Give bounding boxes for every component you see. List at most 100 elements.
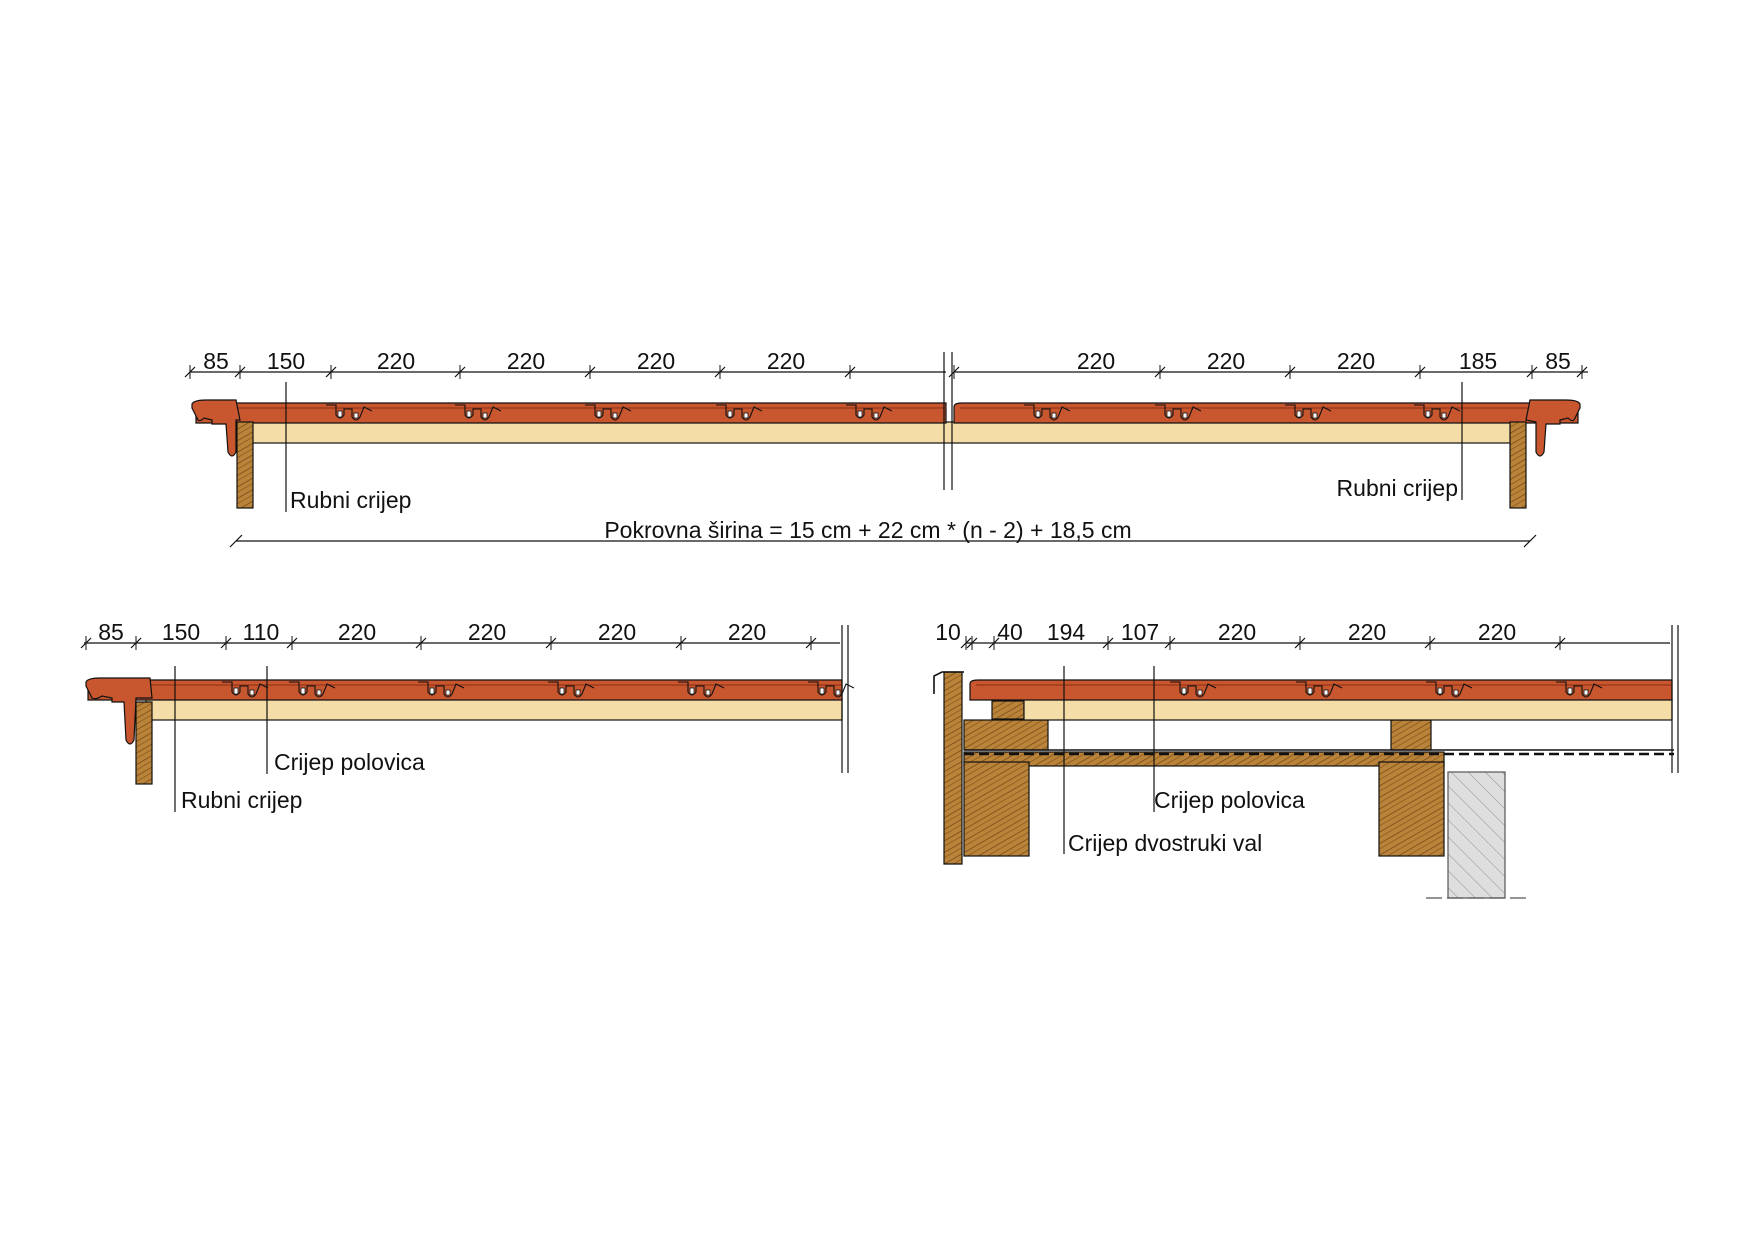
tile-interlock (326, 404, 373, 421)
tile-interlock-gap (575, 689, 581, 696)
dim-label: 150 (267, 348, 305, 374)
verge-tile-left (191, 399, 241, 457)
tile-interlock-gap (743, 412, 749, 419)
dim-label: 150 (162, 619, 200, 645)
tile-interlock-gap (1166, 410, 1172, 418)
tile-interlock-gap (559, 687, 565, 695)
timber-rafter-right (1378, 761, 1445, 857)
tile-interlock-gap (705, 689, 711, 696)
dim-label: 185 (1459, 348, 1497, 374)
dim-label: 220 (767, 348, 805, 374)
timber-board (135, 701, 153, 785)
tile-interlock-gap (1181, 687, 1187, 695)
tile-interlock (455, 404, 502, 421)
small-batten (991, 700, 1025, 720)
tile-interlock (808, 681, 855, 698)
counter-batten-left (963, 719, 1049, 751)
tile-interlock (585, 404, 632, 421)
dim-label: 220 (1337, 348, 1375, 374)
tile-interlock (418, 681, 465, 698)
masonry-wall (1447, 771, 1506, 899)
label-rubni-crijep: Rubni crijep (181, 787, 302, 813)
dim-label: 220 (468, 619, 506, 645)
dim-label: 220 (377, 348, 415, 374)
top-dimension-labels: 85 150 220 220 220 220 220 220 220 185 8… (203, 348, 1571, 374)
roof-tile-row (87, 679, 855, 701)
roof-tile-row (195, 402, 1579, 424)
batten-strip (145, 698, 843, 721)
tile-interlock-gap (612, 412, 618, 419)
verge-tile-right (1525, 399, 1581, 457)
roof-tile-body (195, 402, 947, 424)
tile-interlock (1285, 404, 1332, 421)
fascia-board (943, 671, 963, 865)
tile-interlock (1024, 404, 1071, 421)
dim-label: 10 (935, 619, 961, 645)
dim-label: 220 (338, 619, 376, 645)
tile-interlock-gap (466, 410, 472, 418)
coverage-dimension: Pokrovna širina = 15 cm + 22 cm * (n - 2… (229, 517, 1537, 548)
tile-interlock-gap (1182, 412, 1188, 419)
tile-interlock-gap (1035, 410, 1041, 418)
roof-tile-body (87, 679, 843, 701)
tile-interlock-gap (1425, 410, 1431, 418)
top-section: 85 150 220 220 220 220 220 220 220 185 8… (184, 348, 1588, 548)
tile-interlock-gap (429, 687, 435, 695)
dim-label: 107 (1121, 619, 1159, 645)
coverage-width-formula: Pokrovna širina = 15 cm + 22 cm * (n - 2… (604, 517, 1131, 543)
dim-label: 220 (598, 619, 636, 645)
timber-beam-main (963, 751, 1445, 767)
tile-interlock-gap (857, 410, 863, 418)
tile-interlock-gap (337, 410, 343, 418)
label-rubni-crijep-right: Rubni crijep (1337, 475, 1458, 501)
label-crijep-polovica: Crijep polovica (274, 749, 425, 775)
dim-label: 85 (98, 619, 124, 645)
tile-interlock-gap (689, 687, 695, 695)
tile-interlock-gap (596, 410, 602, 418)
tile-interlock (846, 404, 893, 421)
label-crijep-polovica: Crijep polovica (1154, 787, 1305, 813)
tile-interlock (289, 681, 336, 698)
tile-interlock (1170, 681, 1217, 698)
tile-interlock-gap (300, 687, 306, 695)
top-dimension-line (184, 365, 1588, 379)
tile-interlock-gap (835, 689, 841, 696)
tile-interlock (1414, 404, 1461, 421)
dim-label: 220 (637, 348, 675, 374)
tile-interlock (716, 404, 763, 421)
tile-interlock-gap (819, 687, 825, 695)
tile-interlock-gap (727, 410, 733, 418)
tile-interlock-gap (353, 412, 359, 419)
tile-interlock-gap (1567, 687, 1573, 695)
break-marker (1671, 625, 1679, 773)
tile-interlock-gap (482, 412, 488, 419)
timber-board-right (1509, 421, 1527, 509)
tile-interlock-gap (249, 689, 255, 696)
dim-label: 85 (1545, 348, 1571, 374)
bottom-left-section: 85 150 110 220 220 220 220 Crijep polovi… (80, 619, 855, 813)
dim-label: 85 (203, 348, 229, 374)
roof-tile-body (969, 679, 1673, 701)
dim-label: 220 (1478, 619, 1516, 645)
tile-interlock (1426, 681, 1473, 698)
tile-interlock-gap (1441, 412, 1447, 419)
tile-interlock (548, 681, 595, 698)
label-crijep-dvostruki-val: Crijep dvostruki val (1068, 830, 1262, 856)
dim-label: 40 (997, 619, 1023, 645)
tile-interlock-gap (233, 687, 239, 695)
dim-label: 110 (243, 619, 280, 645)
tile-interlock-gap (1453, 689, 1459, 696)
timber-rafter-left (963, 761, 1030, 857)
tile-interlock-gap (1197, 689, 1203, 696)
tile-interlock-gap (1051, 412, 1057, 419)
tile-interlock (1296, 681, 1343, 698)
tile-interlock-gap (445, 689, 451, 696)
tile-interlock-gap (1296, 410, 1302, 418)
verge-tile-left (85, 677, 153, 745)
tile-interlock-gap (1307, 687, 1313, 695)
bottom-right-section: 10 40 194 107 220 220 220 C (933, 619, 1679, 899)
break-marker (943, 352, 953, 490)
tile-interlock-gap (316, 689, 322, 696)
dim-label: 220 (1348, 619, 1386, 645)
